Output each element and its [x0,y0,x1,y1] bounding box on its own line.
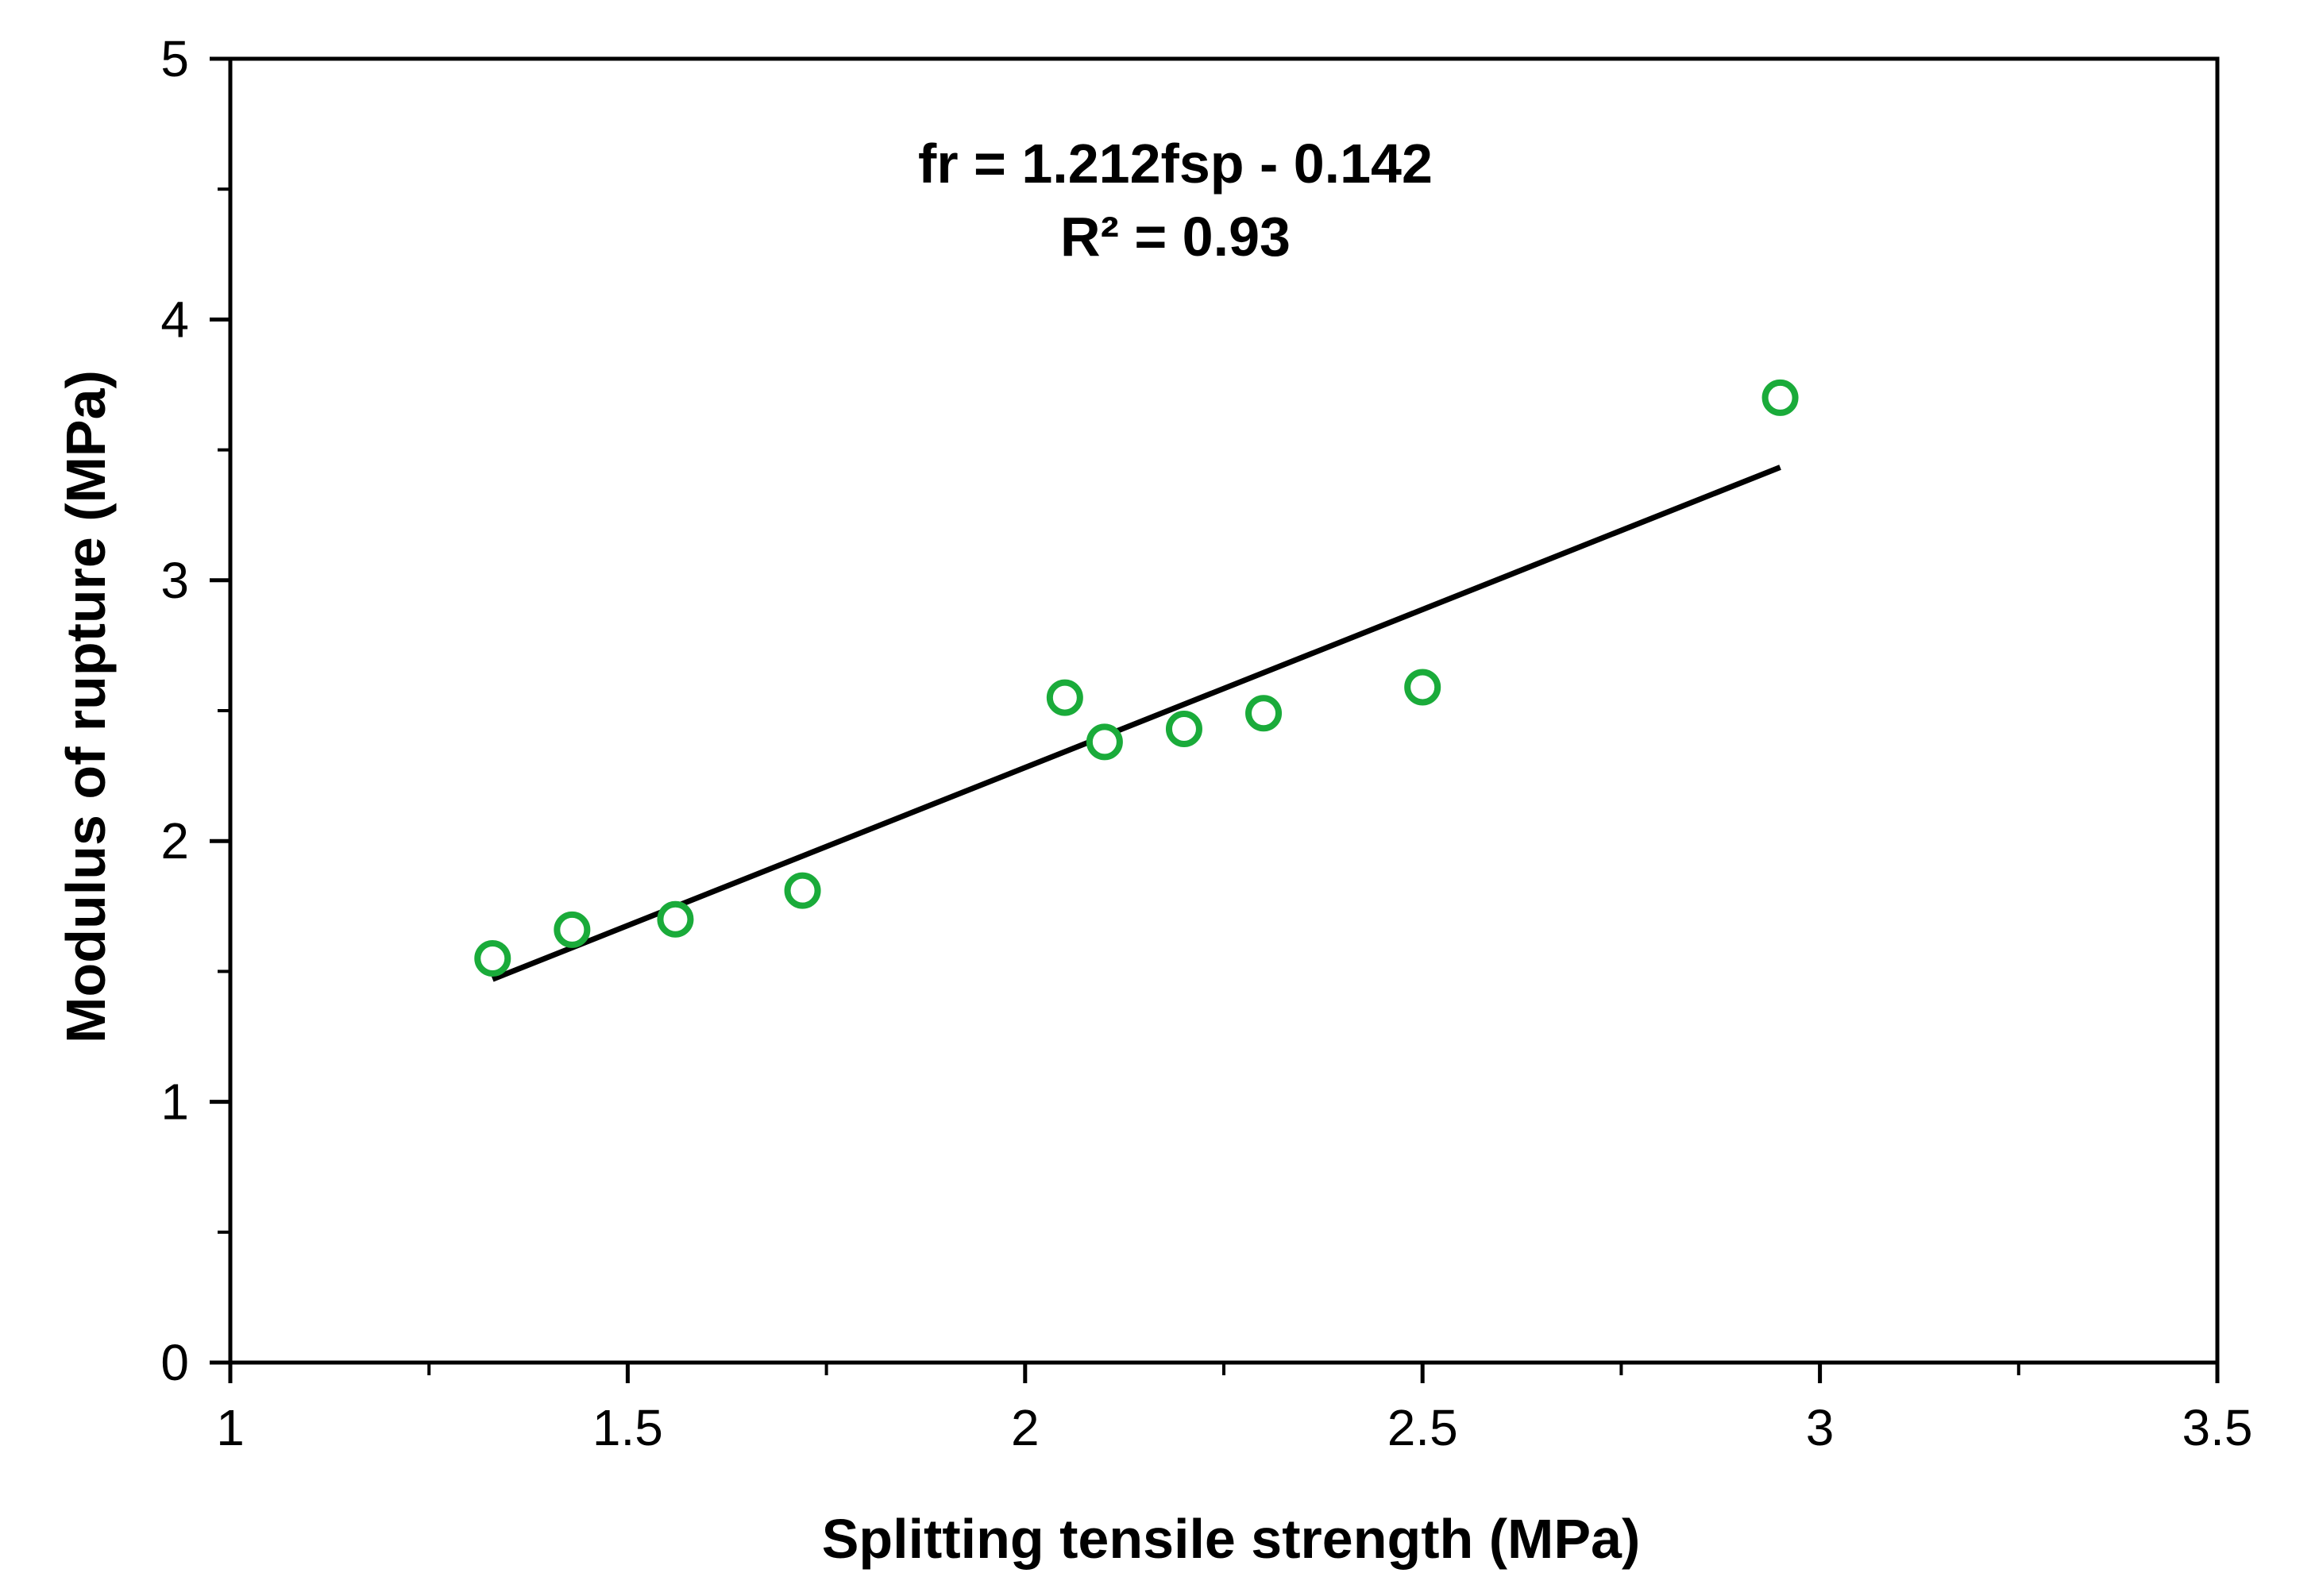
data-point [1245,695,1283,732]
data-points-layer [474,379,1799,977]
data-point [1086,723,1123,761]
x-axis-title: Splitting tensile strength (MPa) [822,1508,1641,1570]
x-tick-label: 3 [1806,1399,1835,1456]
data-point [554,911,591,948]
y-tick-label: 2 [160,812,189,869]
data-point [1404,669,1441,706]
data-point [474,939,511,977]
x-tick-label: 1 [216,1399,245,1456]
y-tick-label: 1 [160,1074,189,1131]
trendline-layer [491,465,1781,982]
y-axis-title: Modulus of rupture (MPa) [55,370,117,1043]
y-tick-label: 4 [160,291,189,348]
x-tick-label: 1.5 [592,1399,663,1456]
x-tick-label: 3.5 [2182,1399,2253,1456]
x-tick-label: 2.5 [1387,1399,1458,1456]
x-tick-label: 2 [1011,1399,1040,1456]
data-point [784,872,821,909]
data-point [1761,379,1799,416]
y-tick-label: 3 [160,552,189,609]
r-squared-annotation: R² = 0.93 [1060,206,1291,268]
y-tick-label: 0 [160,1334,189,1391]
trendline [491,465,1781,982]
equation-annotation: fr = 1.212fsp - 0.142 [918,133,1433,195]
data-point [657,900,694,938]
data-point [1165,710,1202,747]
y-tick-label: 5 [160,30,189,87]
axes-layer [210,56,2220,1383]
data-point [1046,679,1083,716]
